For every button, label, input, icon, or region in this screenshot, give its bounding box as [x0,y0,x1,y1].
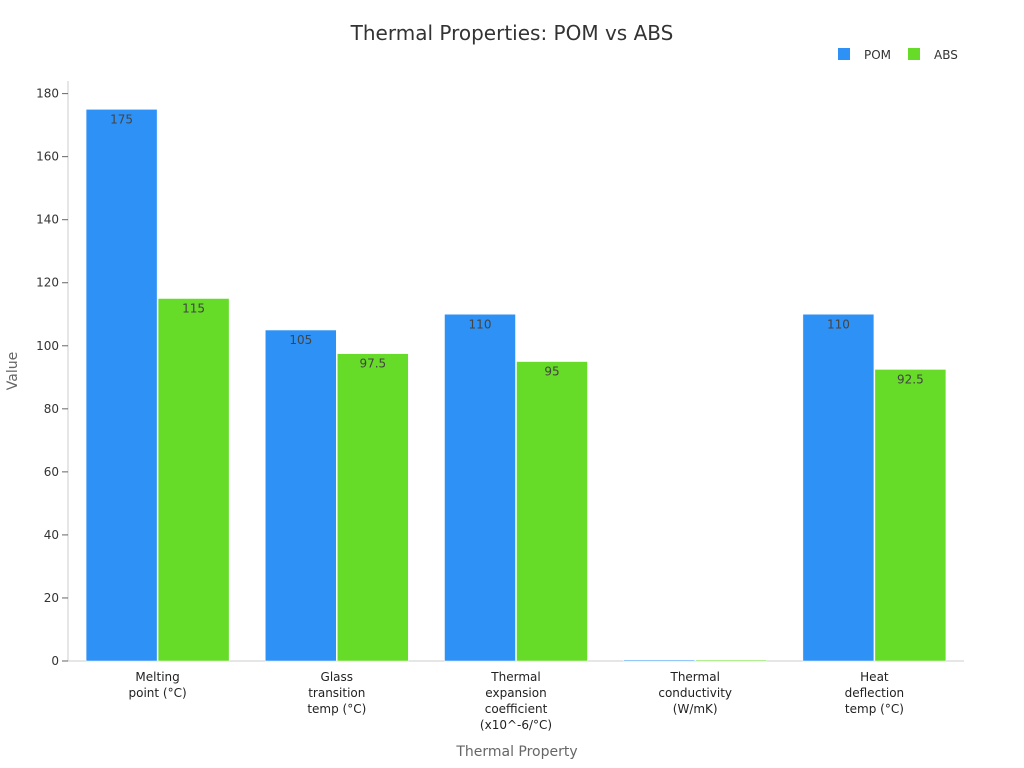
y-tick-label: 20 [44,591,59,605]
legend-swatch-abs [908,48,920,60]
bar-abs-4 [874,369,947,662]
chart-title: Thermal Properties: POM vs ABS [350,21,674,45]
legend-label-abs: ABS [934,48,958,62]
data-label: 175 [110,112,133,126]
data-label: 110 [827,317,850,331]
data-label: 97.5 [359,357,386,371]
x-tick-label: Melting point (°C) [129,670,187,700]
data-label: 105 [289,333,312,347]
legend-swatch-pom [838,48,850,60]
x-tick-label: Glass transition temp (°C) [307,670,366,716]
bar-pom-4 [802,314,875,662]
data-label: 110 [469,317,492,331]
x-tick-label: Heat deflection temp (°C) [845,670,905,716]
legend: POM ABS [838,48,958,62]
bars [85,109,947,662]
bar-pom-2 [444,314,516,662]
y-tick-label: 120 [36,276,59,290]
y-tick-label: 180 [36,87,59,101]
y-tick-label: 140 [36,213,59,227]
bar-abs-1 [337,353,409,662]
bar-abs-3 [695,659,767,662]
x-axis-title: Thermal Property [455,744,577,760]
y-axis-title: Value [5,352,21,390]
y-tick-label: 160 [36,150,59,164]
y-axis: 0 20 40 60 80 100 120 140 160 180 [36,81,69,668]
bar-pom-0 [85,109,158,662]
bar-abs-2 [516,361,588,662]
x-axis: Melting point (°C) Glass transition temp (°C… [68,660,964,732]
data-label: 92.5 [897,372,924,386]
y-tick-label: 60 [44,465,59,479]
x-tick-label: Thermal expansion coefficient (x10^-6/°C) [480,670,552,732]
bar-pom-1 [265,329,337,662]
data-label: 115 [182,302,205,316]
bar-abs-0 [157,298,230,662]
y-tick-label: 40 [44,528,59,542]
data-label: 95 [544,365,559,379]
y-tick-label: 100 [36,339,59,353]
data-labels: 175 115 105 97.5 110 95 110 92.5 [110,112,924,386]
legend-label-pom: POM [864,48,891,62]
bar-pom-3 [623,659,695,662]
y-tick-label: 0 [51,654,59,668]
x-tick-label: Thermal conductivity (W/mK) [658,670,732,716]
y-tick-label: 80 [44,402,59,416]
